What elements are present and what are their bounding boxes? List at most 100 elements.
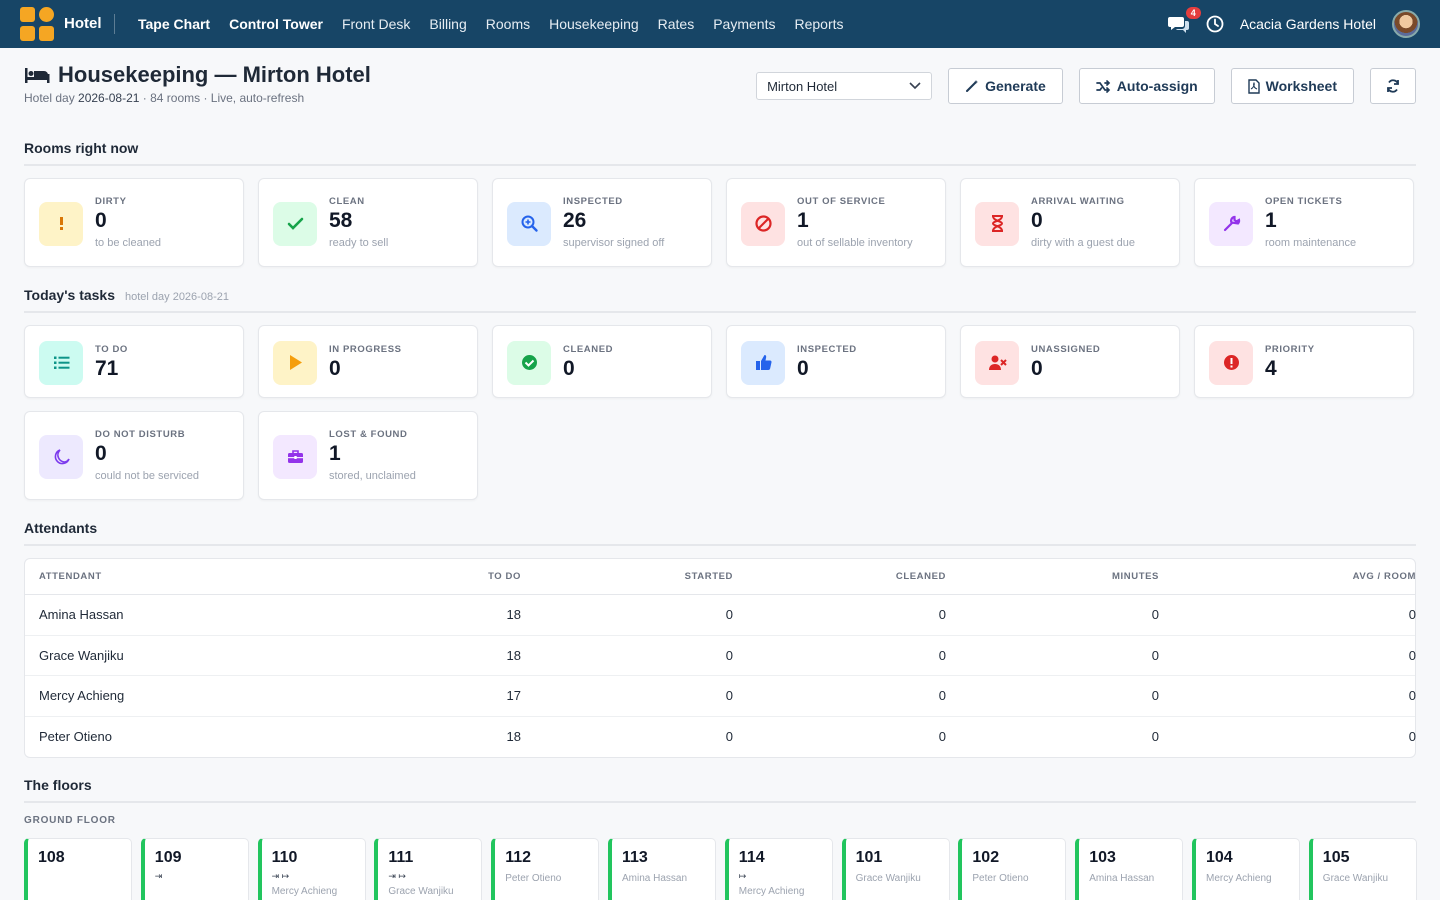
room-number: 108 bbox=[38, 849, 65, 866]
stat-label: CLEANED bbox=[563, 344, 614, 355]
stat-note: ready to sell bbox=[329, 237, 389, 249]
room-tile-102[interactable]: 102 Peter Otieno bbox=[958, 838, 1067, 900]
clock-icon[interactable] bbox=[1206, 15, 1224, 33]
stat-note: out of sellable inventory bbox=[797, 237, 913, 249]
room-number: 103 bbox=[1089, 849, 1116, 866]
current-hotel-name[interactable]: Acacia Gardens Hotel bbox=[1239, 16, 1376, 32]
nav-item-front-desk[interactable]: Front Desk bbox=[341, 16, 411, 32]
nav-item-rates[interactable]: Rates bbox=[657, 16, 695, 32]
shuffle-icon bbox=[1095, 79, 1110, 93]
column-header-attendant[interactable]: ATTENDANT bbox=[39, 571, 102, 582]
nav-item-housekeeping[interactable]: Housekeeping bbox=[549, 16, 639, 32]
column-header-avg-room[interactable]: AVG / ROOM bbox=[1352, 571, 1416, 582]
table-cell: 0 bbox=[1408, 688, 1416, 704]
room-tile-101[interactable]: 101 Grace Wanjiku bbox=[841, 838, 950, 900]
room-tile-112[interactable]: 112 Peter Otieno bbox=[491, 838, 600, 900]
column-header-started[interactable]: STARTED bbox=[684, 571, 733, 582]
table-cell: 0 bbox=[938, 688, 946, 704]
nav-item-tape-chart[interactable]: Tape Chart bbox=[138, 16, 211, 32]
room-tile-110[interactable]: 110 ⇥ ↦ Mercy Achieng bbox=[257, 838, 366, 900]
stat-card-to-do[interactable]: TO DO 71 bbox=[24, 325, 244, 398]
room-tile-114[interactable]: 114 ↦ Mercy Achieng bbox=[724, 838, 833, 900]
room-number: 110 bbox=[271, 849, 298, 866]
table-row[interactable]: Peter Otieno 18 0 0 0 0 bbox=[25, 717, 1416, 758]
stat-value: 4 bbox=[1265, 357, 1277, 380]
column-header-minutes[interactable]: MINUTES bbox=[1112, 571, 1159, 582]
table-row[interactable]: Grace Wanjiku 18 0 0 0 0 bbox=[25, 636, 1416, 676]
stat-card-open-tickets[interactable]: OPEN TICKETS 1 room maintenance bbox=[1194, 178, 1414, 267]
stat-label: OPEN TICKETS bbox=[1265, 196, 1343, 207]
hotel-logo-icon[interactable] bbox=[20, 7, 54, 41]
room-attendant: Amina Hassan bbox=[1089, 873, 1155, 884]
nav-item-control-tower[interactable]: Control Tower bbox=[229, 16, 323, 32]
attendant-name: Grace Wanjiku bbox=[39, 647, 124, 663]
table-cell: 17 bbox=[506, 688, 521, 704]
nav-item-reports[interactable]: Reports bbox=[794, 16, 844, 32]
nav-item-rooms[interactable]: Rooms bbox=[485, 16, 531, 32]
stat-card-in-progress[interactable]: IN PROGRESS 0 bbox=[258, 325, 478, 398]
table-row[interactable]: Amina Hassan 18 0 0 0 0 bbox=[25, 595, 1416, 636]
table-row[interactable]: Mercy Achieng 17 0 0 0 0 bbox=[25, 676, 1416, 717]
refresh-icon bbox=[1387, 79, 1399, 93]
stat-label: ARRIVAL WAITING bbox=[1031, 196, 1125, 207]
attendants-table: ATTENDANT TO DO STARTED CLEANED MINUTES AVG /… bbox=[24, 558, 1416, 758]
stat-label: PRIORITY bbox=[1265, 344, 1315, 355]
stat-label: LOST & FOUND bbox=[329, 429, 408, 440]
stat-value: 1 bbox=[797, 209, 809, 232]
room-tile-111[interactable]: 111 ⇥ ↦ Grace Wanjiku bbox=[374, 838, 483, 900]
stat-card-do-not-disturb[interactable]: DO NOT DISTURB 0 could not be serviced bbox=[24, 411, 244, 500]
table-cell: 18 bbox=[506, 729, 521, 745]
stat-value: 1 bbox=[329, 442, 341, 465]
floors-heading: The floors bbox=[24, 777, 1416, 803]
worksheet-button[interactable]: Worksheet bbox=[1230, 68, 1354, 104]
table-cell: 18 bbox=[506, 647, 521, 663]
chat-icon[interactable]: 4 bbox=[1167, 7, 1201, 34]
stat-value: 0 bbox=[797, 357, 809, 380]
stat-card-inspected[interactable]: INSPECTED 0 bbox=[726, 325, 946, 398]
room-tile-104[interactable]: 104 Mercy Achieng bbox=[1192, 838, 1300, 900]
column-header-to-do[interactable]: TO DO bbox=[488, 571, 521, 582]
room-tile-109[interactable]: 109 ⇥ bbox=[140, 838, 249, 900]
table-cell: 0 bbox=[725, 647, 733, 663]
room-status-icons: ⇥ ↦ bbox=[271, 871, 290, 881]
hotel-select[interactable]: Mirton Hotel bbox=[756, 72, 933, 100]
room-tile-108[interactable]: 108 bbox=[24, 838, 132, 900]
stat-card-clean[interactable]: CLEAN 58 ready to sell bbox=[258, 178, 478, 267]
room-number: 101 bbox=[855, 849, 883, 866]
hourglass-icon bbox=[975, 201, 1019, 246]
stat-card-cleaned[interactable]: CLEANED 0 bbox=[492, 325, 712, 398]
stat-card-priority[interactable]: PRIORITY 4 bbox=[1194, 325, 1414, 398]
generate-button[interactable]: Generate bbox=[948, 68, 1063, 104]
table-cell: 0 bbox=[938, 729, 946, 745]
nav-item-billing[interactable]: Billing bbox=[429, 16, 467, 32]
stat-card-unassigned[interactable]: UNASSIGNED 0 bbox=[960, 325, 1180, 398]
nav-item-payments[interactable]: Payments bbox=[713, 16, 776, 32]
brand-name[interactable]: Hotel bbox=[64, 14, 115, 34]
stat-value: 0 bbox=[563, 357, 575, 380]
room-number: 109 bbox=[154, 849, 182, 866]
room-attendant: Mercy Achieng bbox=[738, 886, 805, 897]
stat-card-out-of-service[interactable]: OUT OF SERVICE 1 out of sellable invento… bbox=[726, 178, 946, 267]
room-tile-103[interactable]: 103 Amina Hassan bbox=[1075, 838, 1184, 900]
stat-card-arrival-waiting[interactable]: ARRIVAL WAITING 0 dirty with a guest due bbox=[960, 178, 1180, 267]
stat-value: 0 bbox=[1031, 209, 1043, 232]
stat-card-lost-and-found[interactable]: LOST & FOUND 1 stored, unclaimed bbox=[258, 411, 478, 500]
stat-note: could not be serviced bbox=[95, 470, 199, 482]
list-icon bbox=[39, 340, 83, 385]
table-cell: 0 bbox=[1408, 729, 1416, 745]
stat-value: 26 bbox=[563, 209, 587, 232]
refresh-button[interactable] bbox=[1370, 68, 1416, 104]
user-avatar[interactable] bbox=[1392, 10, 1420, 38]
stat-label: CLEAN bbox=[329, 196, 365, 207]
room-tile-105[interactable]: 105 Grace Wanjiku bbox=[1308, 838, 1417, 900]
stat-label: TO DO bbox=[95, 344, 128, 355]
room-tile-113[interactable]: 113 Amina Hassan bbox=[608, 838, 716, 900]
main-menu: Tape Chart Control Tower Front Desk Billing… bbox=[129, 16, 854, 32]
stat-label: DO NOT DISTURB bbox=[95, 429, 186, 440]
stat-card-inspected[interactable]: INSPECTED 26 supervisor signed off bbox=[492, 178, 712, 267]
ban-icon bbox=[741, 201, 785, 246]
stat-card-dirty[interactable]: DIRTY 0 to be cleaned bbox=[24, 178, 244, 267]
auto-assign-button[interactable]: Auto-assign bbox=[1078, 68, 1215, 104]
column-header-cleaned[interactable]: CLEANED bbox=[895, 571, 946, 582]
room-attendant: Peter Otieno bbox=[505, 873, 562, 884]
